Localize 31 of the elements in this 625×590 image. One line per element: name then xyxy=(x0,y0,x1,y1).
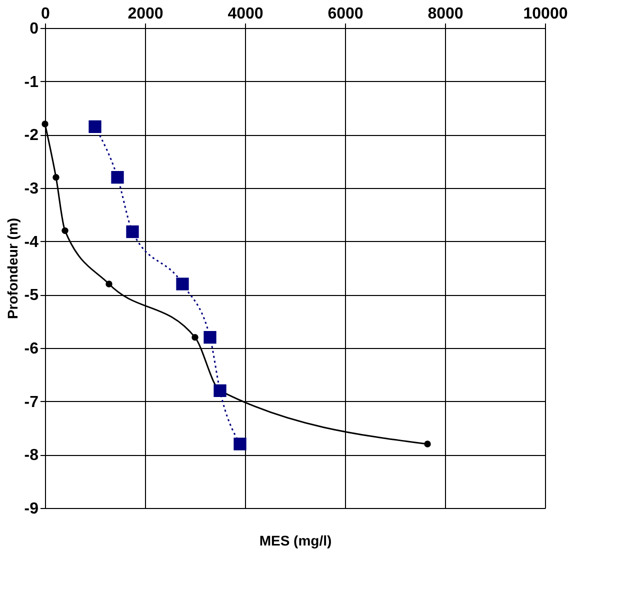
point xyxy=(424,440,431,448)
y-tick-label: -6 xyxy=(24,340,39,358)
y-tick-label: -1 xyxy=(24,74,39,91)
y-tick-label: -4 xyxy=(24,234,39,251)
x-tick-label: 10000 xyxy=(523,6,568,22)
y-tick-label: -9 xyxy=(24,500,39,518)
x-tick-label: 4000 xyxy=(228,6,264,22)
point xyxy=(88,120,102,133)
point xyxy=(214,384,226,397)
point xyxy=(192,334,198,341)
point xyxy=(52,174,60,181)
point xyxy=(42,120,48,128)
point xyxy=(176,278,189,290)
y-tick-label: 0 xyxy=(30,20,39,38)
point xyxy=(126,225,139,238)
x-tick-label: 6000 xyxy=(328,6,364,22)
y-tick-label: -2 xyxy=(24,127,39,144)
x-tick-label: 8000 xyxy=(428,6,464,22)
y-tick-label: -3 xyxy=(24,180,39,198)
y-tick-label: -7 xyxy=(24,394,39,411)
point xyxy=(106,280,112,288)
point xyxy=(234,438,246,450)
y-tick-label: -5 xyxy=(24,287,39,304)
x-axis-title: MES (mg/l) xyxy=(259,532,332,548)
point xyxy=(62,227,68,234)
point xyxy=(204,331,216,344)
point xyxy=(111,171,124,184)
x-tick-label: 2000 xyxy=(128,6,164,22)
y-axis-title: Profondeur (m) xyxy=(4,218,20,320)
y-tick-label: -8 xyxy=(24,447,39,464)
x-tick-label: 0 xyxy=(41,6,50,22)
